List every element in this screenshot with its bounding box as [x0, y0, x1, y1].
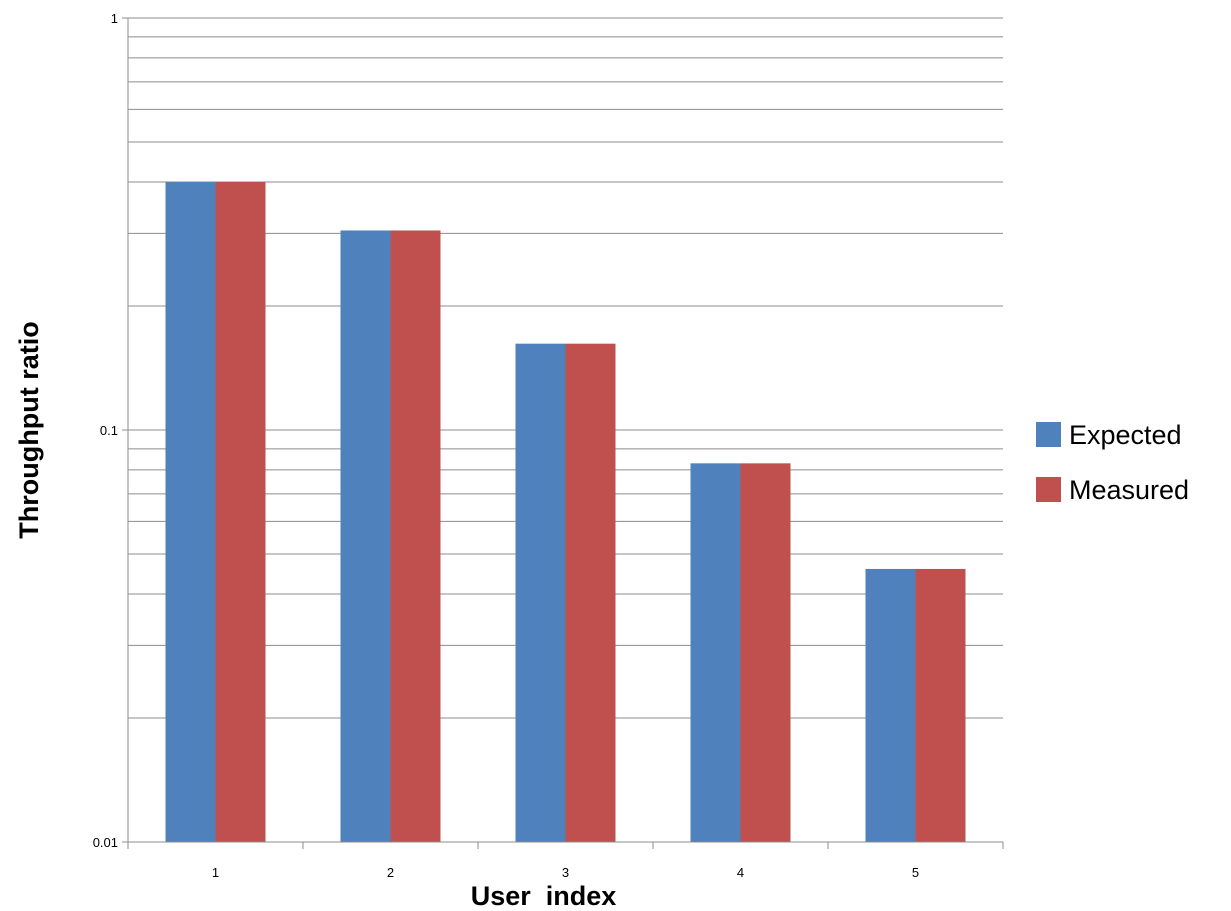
x-tick-label: 3 [562, 865, 569, 880]
x-tick-label: 4 [737, 865, 744, 880]
y-tick-label: 1 [111, 11, 118, 26]
legend-label-expected: Expected [1069, 420, 1182, 450]
x-tick-label: 5 [912, 865, 919, 880]
axes [122, 17, 1004, 849]
y-axis-title: Throughput ratio [14, 321, 44, 538]
legend: Expected Measured [1036, 420, 1189, 505]
x-tick-labels: 1 2 3 4 5 [212, 865, 919, 880]
x-axis-title: User index [471, 881, 617, 911]
legend-label-measured: Measured [1069, 475, 1189, 505]
legend-swatch-expected [1036, 422, 1061, 447]
legend-swatch-measured [1036, 477, 1061, 502]
bar-expected-3 [515, 343, 566, 842]
y-tick-labels: 0.01 0.1 1 [93, 11, 118, 850]
bar-measured-1 [215, 181, 266, 842]
bar-expected-2 [340, 230, 391, 843]
bar-expected-1 [165, 181, 216, 842]
bar-measured-5 [915, 568, 966, 842]
x-tick-label: 1 [212, 865, 219, 880]
bar-measured-2 [390, 230, 441, 843]
y-tick-label: 0.1 [100, 423, 118, 438]
bar-group [165, 181, 966, 843]
bar-expected-4 [690, 463, 741, 842]
bar-expected-5 [865, 568, 916, 842]
gridlines [128, 17, 1003, 719]
x-tick-label: 2 [387, 865, 394, 880]
bar-measured-4 [740, 463, 791, 842]
y-tick-label: 0.01 [93, 835, 118, 850]
bar-measured-3 [565, 343, 616, 842]
